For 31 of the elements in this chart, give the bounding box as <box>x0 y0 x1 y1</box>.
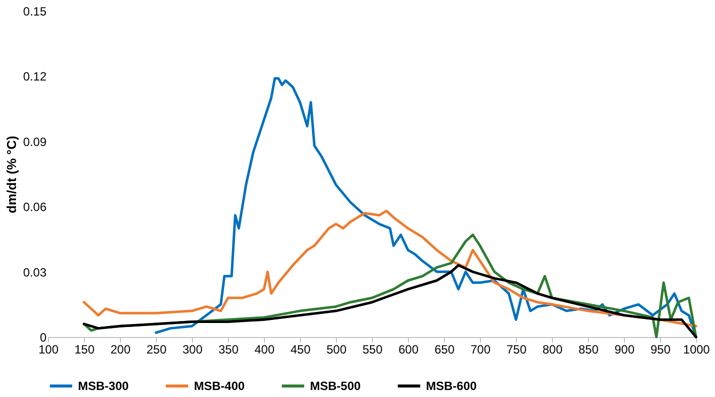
x-tick-label: 800 <box>542 342 563 356</box>
y-axis-title: dm/dt (% °C) <box>4 136 20 214</box>
legend-label: MSB-500 <box>310 379 362 393</box>
x-tick-label: 850 <box>578 342 599 356</box>
x-tick-label: 750 <box>506 342 527 356</box>
y-tick-label: 0.09 <box>23 134 47 149</box>
x-tick-label: 900 <box>614 342 635 356</box>
x-tick-label: 350 <box>218 342 239 356</box>
y-tick-label: 0 <box>40 330 47 344</box>
y-tick-label: 0.12 <box>23 70 47 84</box>
x-tick-label: 600 <box>398 342 419 356</box>
x-tick-label: 250 <box>146 342 167 356</box>
x-tick-label: 650 <box>434 342 455 356</box>
x-tick-label: 550 <box>362 342 383 356</box>
x-tick-label: 200 <box>110 342 131 356</box>
x-tick-label: 700 <box>470 342 491 356</box>
x-tick-label: 400 <box>254 342 275 356</box>
legend-label: MSB-400 <box>194 379 246 393</box>
y-tick-label: 0.03 <box>23 265 47 280</box>
line-series <box>82 264 698 338</box>
y-tick-label: 0.06 <box>23 200 47 214</box>
x-tick-label: 150 <box>74 342 95 356</box>
legend-label: MSB-600 <box>426 379 478 393</box>
legend-label: MSB-300 <box>78 379 130 393</box>
x-tick-label: 1000 <box>683 342 710 356</box>
x-tick-label: 950 <box>650 342 671 356</box>
x-tick-label: 300 <box>182 342 203 356</box>
x-tick-label: 100 <box>38 342 59 356</box>
x-tick-label: 450 <box>290 342 311 356</box>
x-tick-label: 500 <box>326 342 347 356</box>
y-tick-label: 0.15 <box>23 4 47 18</box>
